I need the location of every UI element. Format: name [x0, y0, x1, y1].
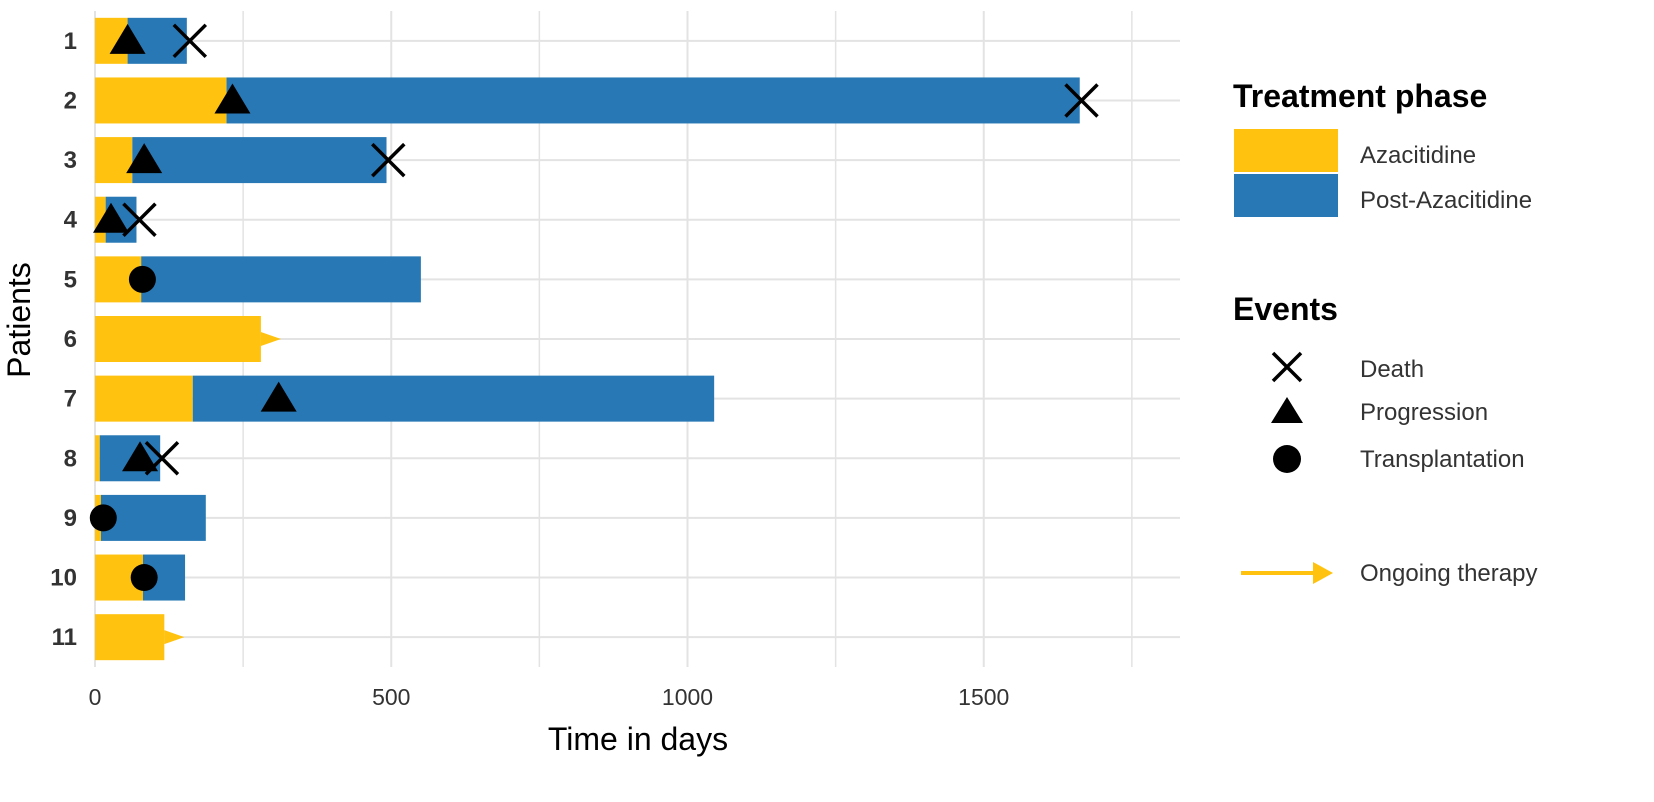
progression-marker-patient-2: [214, 83, 251, 114]
bars: [95, 17, 1080, 661]
legend-ongoing-arrow-icon: [1241, 562, 1333, 584]
ongoing-arrow-patient-11: [164, 630, 185, 645]
progression-marker-patient-8: [122, 441, 159, 472]
event-markers: [89, 23, 1099, 592]
bar-post-azacitidine-patient-9: [100, 494, 206, 541]
legend-label-progression: Progression: [1360, 399, 1488, 426]
death-marker-patient-4: [122, 202, 157, 237]
x-axis-ticks: 0 500 1000 1500: [89, 684, 1010, 710]
y-tick-label: 2: [64, 87, 77, 114]
legend-progression-icon: [1271, 397, 1303, 423]
death-marker-patient-3: [371, 142, 406, 178]
legend: Treatment phase Azacitidine Post-Azaciti…: [1233, 78, 1537, 587]
y-tick-label: 3: [64, 147, 77, 174]
legend-transplantation-icon: [1273, 445, 1301, 473]
death-marker-patient-2: [1064, 83, 1099, 118]
y-tick-label: 6: [64, 326, 77, 353]
y-tick-label: 4: [64, 207, 78, 234]
bar-azacitidine-patient-2: [95, 77, 227, 124]
transplantation-marker-patient-9: [89, 504, 117, 532]
bar-post-azacitidine-patient-5: [141, 256, 421, 303]
legend-label-azacitidine: Azacitidine: [1360, 142, 1476, 169]
bar-azacitidine-patient-8: [95, 435, 100, 482]
x-tick-label: 500: [372, 684, 410, 710]
y-axis-ticks: 1 2 3 4 5 6 7 8 9 10 11: [50, 28, 77, 651]
y-tick-label: 5: [64, 266, 77, 293]
legend-label-death: Death: [1360, 356, 1424, 383]
death-marker-patient-8: [144, 441, 180, 476]
y-tick-label: 8: [64, 445, 77, 472]
legend-swatch-post-azacitidine: [1234, 174, 1338, 217]
bar-azacitidine-patient-4: [95, 196, 106, 243]
legend-label-transplantation: Transplantation: [1360, 446, 1525, 473]
y-tick-label: 11: [52, 624, 77, 651]
death-marker-patient-1: [172, 23, 208, 59]
x-tick-label: 1000: [662, 684, 713, 710]
progression-marker-patient-7: [260, 381, 297, 412]
bar-azacitidine-patient-6: [95, 316, 261, 362]
transplantation-marker-patient-5: [128, 265, 156, 293]
legend-swatch-azacitidine: [1234, 129, 1338, 172]
bar-azacitidine-patient-3: [95, 137, 133, 184]
bar-azacitidine-patient-7: [95, 375, 193, 422]
legend-events-title: Events: [1233, 291, 1338, 327]
x-tick-label: 1500: [958, 684, 1009, 710]
y-tick-label: 10: [50, 565, 77, 592]
y-tick-label: 9: [64, 505, 77, 532]
transplantation-marker-patient-10: [130, 564, 158, 592]
x-axis-title: Time in days: [548, 721, 728, 757]
progression-marker-patient-1: [109, 23, 146, 54]
legend-phase-title: Treatment phase: [1233, 78, 1487, 114]
y-tick-label: 7: [64, 386, 77, 413]
bar-post-azacitidine-patient-3: [132, 137, 387, 184]
x-tick-label: 0: [89, 684, 102, 710]
legend-label-ongoing: Ongoing therapy: [1360, 560, 1537, 587]
bar-post-azacitidine-patient-2: [226, 77, 1080, 124]
ongoing-arrow-patient-6: [260, 332, 281, 346]
legend-label-post-azacitidine: Post-Azacitidine: [1360, 187, 1532, 214]
y-axis-title: Patients: [1, 262, 37, 378]
legend-death-icon: [1271, 351, 1303, 383]
progression-marker-patient-4: [92, 202, 129, 233]
progression-marker-patient-3: [126, 143, 163, 174]
y-tick-label: 1: [64, 28, 77, 55]
bar-azacitidine-patient-11: [95, 614, 165, 661]
